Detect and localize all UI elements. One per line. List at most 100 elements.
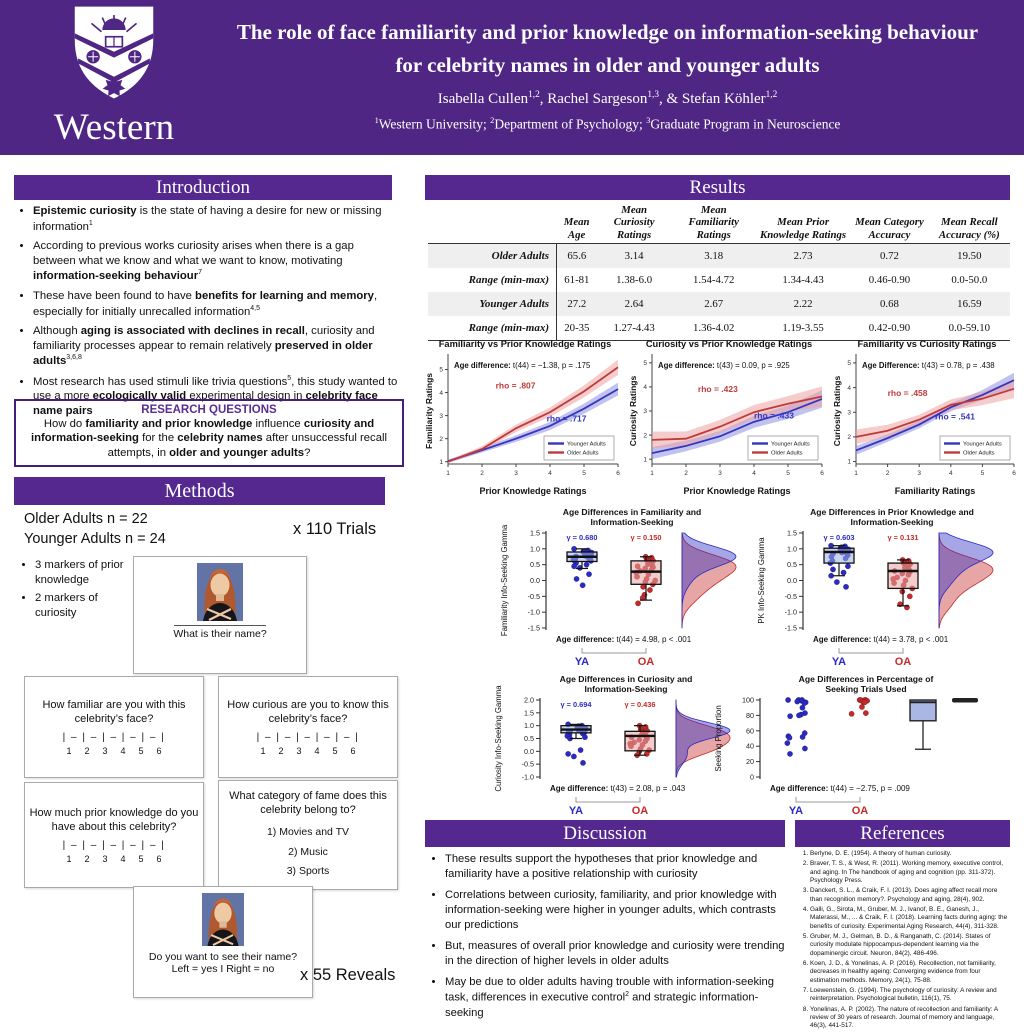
box-plot [624, 730, 656, 752]
list-item: 3 [102, 746, 108, 757]
text-segment: May be due to older adults having troubl… [445, 976, 774, 1004]
raincloud-svg: Age Differences in Curiosity andInformat… [494, 674, 731, 817]
bullet-item: According to previous works curiosity ar… [33, 239, 398, 284]
svg-text:γ = 0.680: γ = 0.680 [566, 533, 597, 542]
research-questions-box: RESEARCH QUESTIONS How do familiarity an… [14, 399, 404, 467]
western-shield-icon [74, 6, 154, 99]
svg-text:YA: YA [789, 805, 803, 817]
rating-scale: | – | – | – | – | – | [256, 732, 360, 744]
references-list: Berlyne, D. E. (1954). A theory of human… [797, 850, 1010, 1033]
list-item: 4 [314, 746, 320, 757]
scale-numbers: 1 2 3 4 5 6 [29, 854, 199, 864]
text-segment: older and younger adults [169, 446, 305, 459]
svg-text:1.0: 1.0 [530, 544, 540, 553]
text-segment: 1,3 [647, 90, 659, 101]
svg-text:Younger Adults: Younger Adults [567, 442, 606, 448]
density-curve [938, 532, 994, 629]
age-difference-annotation: Age difference: t(44) = −2.75, p = .009 [770, 784, 910, 793]
svg-text:2.0: 2.0 [524, 696, 534, 705]
svg-text:γ = 0.436: γ = 0.436 [624, 700, 655, 709]
table-cell: 1.34-4.43 [782, 274, 824, 287]
svg-text:Curiosity Info-Seeking Gamma: Curiosity Info-Seeking Gamma [494, 685, 503, 792]
box-plot [887, 562, 919, 590]
text-segment: 5 [287, 374, 292, 382]
text-segment: 7 [198, 269, 202, 277]
text-segment: familiarity and prior knowledge [85, 418, 253, 430]
svg-text:1.5: 1.5 [524, 708, 534, 717]
svg-text:5: 5 [786, 470, 790, 477]
reveal-trial-box: Do you want to see their name? Left = ye… [133, 886, 313, 998]
svg-text:Age Differences in Percentage: Age Differences in Percentage of [799, 674, 934, 684]
density-curve [675, 699, 731, 778]
chart-legend [939, 435, 1011, 461]
curiosity-question-box: How curious are you to know this celebri… [218, 676, 398, 778]
svg-text:3: 3 [643, 408, 647, 415]
svg-text:rho = .541: rho = .541 [935, 411, 975, 421]
svg-text:4: 4 [949, 470, 953, 477]
svg-text:Familiarity vs Curiosity Ratin: Familiarity vs Curiosity Ratings [858, 339, 997, 349]
familiarity-question-box: How familiar are you with this celebrity… [24, 676, 204, 778]
svg-text:4: 4 [643, 384, 647, 391]
list-item: 2) Music [288, 845, 328, 858]
column-header: Mean Age [563, 216, 590, 241]
sample-sizes: Older Adults n = 22 Younger Adults n = 2… [24, 509, 166, 550]
data-point [583, 561, 590, 568]
density-curve [938, 532, 994, 628]
raincloud-prior-knowledge-info-seeking: Age Differences in Prior Knowledge and In… [755, 505, 1013, 670]
text-segment: Isabella Cullen [437, 91, 529, 108]
research-questions-text: How do familiarity and prior knowledge i… [22, 417, 396, 460]
column-header: Mean Category Accuracy [855, 216, 924, 241]
table-row: Range (min-max) 61-81 1.38-6.0 1.54-4.72 1.3… [428, 268, 1010, 293]
svg-text:γ = 0.603: γ = 0.603 [823, 533, 854, 542]
table-cell: 65.6 [567, 250, 587, 263]
svg-text:Age Differences in Familiarity: Age Differences in Familiarity and [563, 507, 702, 517]
svg-text:0.5: 0.5 [524, 734, 534, 743]
header-band: Western The role of face familiarity and… [0, 0, 1024, 155]
table-cell: 27.2 [567, 298, 587, 311]
list-item: 5 [138, 854, 144, 865]
svg-text:Age Differences in Prior Knowl: Age Differences in Prior Knowledge and [810, 507, 974, 517]
reveal-instructions: Left = yes I Right = no [171, 963, 275, 975]
row-label: Range (min-max) [428, 316, 557, 341]
list-item: Berlyne, D. E. (1954). A theory of human… [810, 850, 1010, 858]
svg-text:Curiosity Ratings: Curiosity Ratings [628, 376, 638, 447]
text-segment: , especially for initially unrecalled in… [33, 289, 378, 318]
list-item: 3) Sports [286, 865, 330, 877]
name-recall-trial-box: What is their name? [133, 556, 307, 674]
age-difference-annotation: Age difference: t(43) = 0.09, p = .925 [658, 361, 790, 370]
bullet-item: These results support the hypotheses tha… [445, 852, 786, 882]
line-chart-svg: Familiarity vs Curiosity Ratings 1 2 3 4 5 6 1 2… [832, 339, 1016, 496]
svg-text:OA: OA [638, 656, 655, 668]
svg-text:Seeking Proportion: Seeking Proportion [714, 705, 723, 771]
list-item: 6 [156, 746, 162, 757]
column-header: Mean Recall Accuracy (%) [938, 216, 1000, 241]
data-point [646, 587, 653, 593]
density-curve [681, 532, 737, 629]
poster-title-line2: for celebrity names in older and younger… [395, 52, 820, 77]
data-point [848, 710, 855, 717]
list-item: Galli, G., Sirota, M., Gruber, M. J., Iv… [810, 906, 1010, 931]
data-point [801, 700, 808, 707]
text-segment: ? [304, 446, 311, 459]
svg-text:YA: YA [575, 656, 589, 668]
affiliations: 1Western University; 2Department of Psyc… [205, 116, 1010, 133]
svg-text:3: 3 [514, 470, 518, 477]
svg-text:2: 2 [643, 432, 647, 439]
celebrity-photo [202, 893, 244, 946]
svg-text:Younger Adults: Younger Adults [771, 442, 810, 448]
svg-text:6: 6 [820, 470, 824, 477]
list-item: 4 [120, 854, 126, 865]
svg-text:6: 6 [616, 470, 620, 477]
svg-text:3: 3 [718, 470, 722, 477]
density-curve [681, 532, 737, 628]
svg-text:OA: OA [632, 805, 649, 817]
age-difference-annotation: Age difference: t(44) = 3.78, p < .001 [813, 635, 949, 644]
text-segment: These results support the hypotheses tha… [445, 853, 758, 880]
line-chart-svg: Familiarity vs Prior Knowledge Ratings 1 2… [424, 339, 620, 496]
text-segment: 1,2 [765, 90, 778, 101]
prior-knowledge-question: How much prior knowledge do you have abo… [29, 806, 199, 833]
text-segment: preserved in older adults [33, 339, 373, 368]
svg-text:YA: YA [832, 656, 846, 668]
raincloud-svg: Age Differences in Prior Knowledge andIn… [757, 507, 994, 668]
data-point [570, 753, 577, 760]
